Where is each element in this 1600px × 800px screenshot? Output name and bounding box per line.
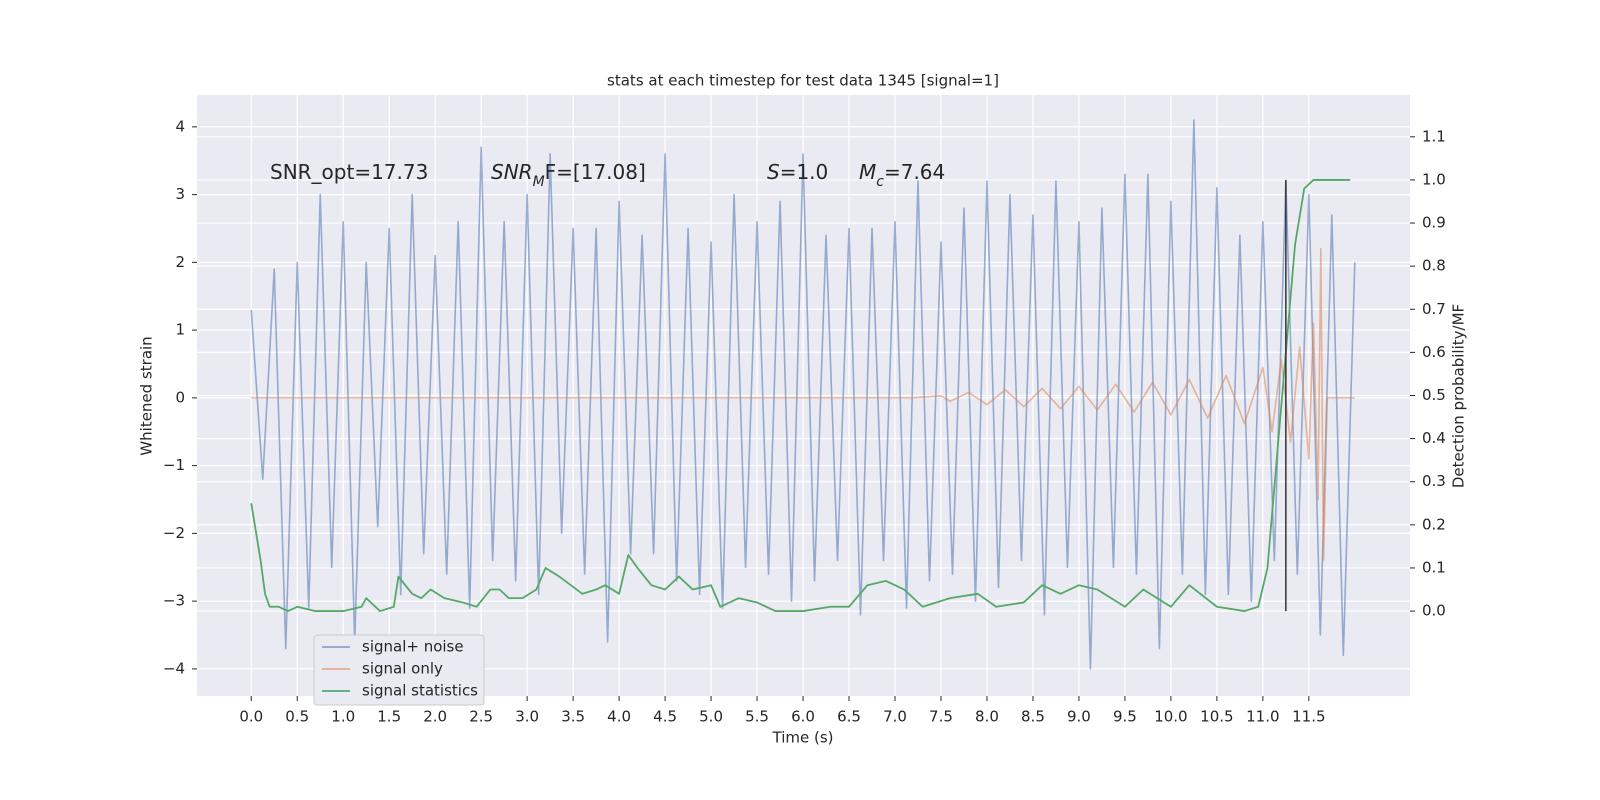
x-tick-label: 10.5: [1200, 708, 1233, 726]
series-line: [250, 179, 1351, 612]
legend-label: signal+ noise: [362, 638, 464, 656]
y-tick-label: 3: [175, 185, 185, 203]
x-tick-label: 9.5: [1113, 708, 1137, 726]
y2-tick-label: 1.0: [1422, 170, 1446, 188]
x-tick-label: 7.0: [883, 708, 907, 726]
x-tick-label: 5.5: [745, 708, 769, 726]
y-tick-label: 4: [175, 117, 185, 135]
x-tick-label: 1.5: [377, 708, 401, 726]
y-tick-label: 1: [175, 321, 185, 339]
annotation-part: c: [876, 174, 884, 190]
x-tick-label: 4.0: [607, 708, 631, 726]
annotation: SNR_opt=17.73: [270, 160, 428, 184]
x-tick-label: 9.0: [1067, 708, 1091, 726]
y-tick-label: 2: [175, 253, 185, 271]
y-tick-label: −2: [163, 524, 185, 542]
x-tick-label: 6.0: [791, 708, 815, 726]
y-axis-label: Whitened strain: [138, 336, 156, 455]
x-tick-label: 11.5: [1292, 708, 1325, 726]
annotation: Mc=7.64: [859, 160, 945, 190]
y2-tick-label: 0.8: [1422, 257, 1446, 275]
y2-tick-label: 0.2: [1422, 515, 1446, 533]
y2-axis-label: Detection probability/MF: [1450, 304, 1468, 488]
x-tick-label: 1.0: [331, 708, 355, 726]
series-line: [250, 119, 1356, 670]
legend-label: signal statistics: [362, 682, 478, 700]
annotation-part: =1.0: [780, 160, 829, 184]
annotation-part: M: [533, 174, 545, 190]
y2-tick-label: 0.6: [1422, 343, 1446, 361]
annotation-part: M: [859, 160, 876, 184]
y-tick-label: 0: [175, 388, 185, 406]
x-tick-label: 2.5: [469, 708, 493, 726]
annotation-part: F=[17.08]: [545, 160, 646, 184]
x-tick-label: 5.0: [699, 708, 723, 726]
x-tick-label: 7.5: [929, 708, 953, 726]
x-tick-label: 4.5: [653, 708, 677, 726]
x-tick-label: 10.0: [1154, 708, 1187, 726]
annotation-part: S: [767, 160, 780, 184]
x-tick-label: 0.5: [285, 708, 309, 726]
y2-tick-label: 0.9: [1422, 214, 1446, 232]
annotation-part: SNR: [491, 160, 533, 184]
y2-tick-label: 0.3: [1422, 472, 1446, 490]
x-tick-label: 0.0: [239, 708, 263, 726]
y-tick-label: −4: [163, 659, 185, 677]
y2-tick-label: 0.1: [1422, 558, 1446, 576]
y2-tick-label: 0.7: [1422, 300, 1446, 318]
annotation-part: =7.64: [884, 160, 945, 184]
x-tick-label: 11.0: [1246, 708, 1279, 726]
annotation-part: SNR_opt=17.73: [270, 160, 428, 184]
y-tick-label: −3: [163, 592, 185, 610]
y-tick-label: −1: [163, 456, 185, 474]
annotation: SNRMF=[17.08]: [491, 160, 646, 190]
x-tick-label: 6.5: [837, 708, 861, 726]
x-tick-label: 8.0: [975, 708, 999, 726]
y2-tick-label: 1.1: [1422, 127, 1446, 145]
x-tick-label: 3.0: [515, 708, 539, 726]
x-tick-label: 3.5: [561, 708, 585, 726]
x-tick-label: 8.5: [1021, 708, 1045, 726]
x-tick-label: 2.0: [423, 708, 447, 726]
chart-title: stats at each timestep for test data 134…: [607, 72, 999, 90]
annotation: S=1.0: [767, 160, 828, 184]
x-axis-label: Time (s): [772, 729, 834, 747]
y2-tick-label: 0.5: [1422, 386, 1446, 404]
legend-box: [313, 634, 485, 706]
y2-tick-label: 0.0: [1422, 602, 1446, 620]
legend-label: signal only: [362, 660, 443, 678]
y2-tick-label: 0.4: [1422, 429, 1446, 447]
series-line: [251, 248, 1355, 562]
